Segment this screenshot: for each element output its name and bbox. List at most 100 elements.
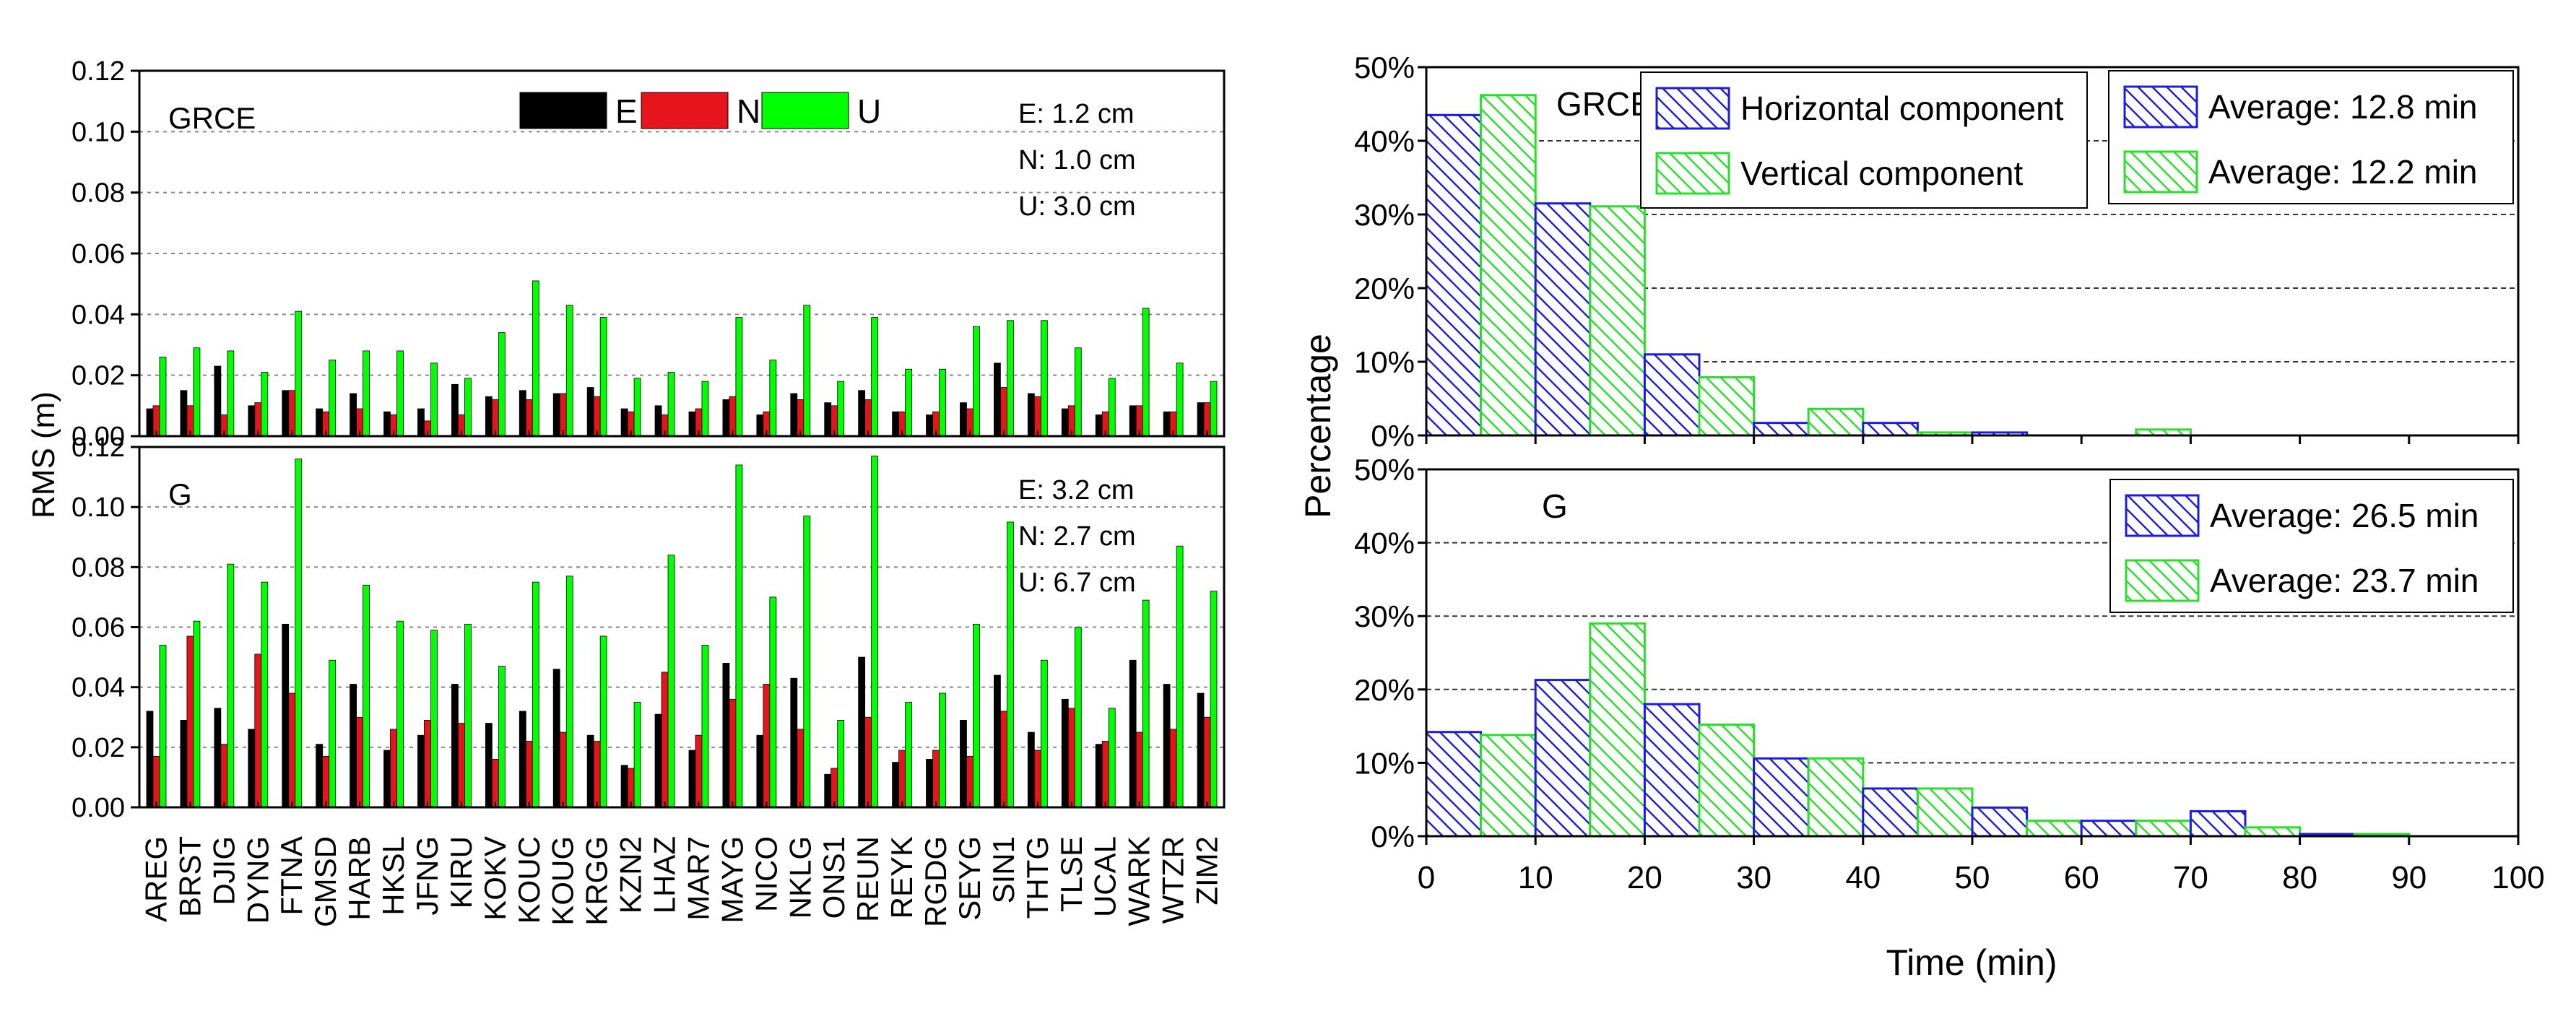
stat-label: N: 1.0 cm (1018, 145, 1136, 175)
x-tick-label-NICO: NICO (749, 836, 783, 912)
bar-N-REYK (898, 750, 906, 808)
bar-E-SEYG (960, 402, 967, 437)
legend-swatch-E (519, 92, 607, 129)
bar-U-DYNG (261, 581, 269, 808)
y-tick-label: 20% (1354, 272, 1415, 305)
bar-U-UCAL (1108, 708, 1116, 808)
bar-U-KOUG (565, 305, 573, 437)
x-tick-label: 80 (2282, 860, 2317, 895)
bar-E-SIN1 (994, 362, 1001, 437)
x-tick-label: 10 (1518, 860, 1553, 895)
bar-E-NKLG (790, 677, 798, 808)
bar-U-SIN1 (1007, 521, 1014, 808)
legend-swatch-N (641, 92, 729, 129)
bar-vertical-50 (2026, 820, 2083, 838)
bar-vertical-0 (1480, 94, 1537, 437)
bar-E-ZIM2 (1197, 692, 1205, 808)
bar-E-NICO (756, 734, 764, 808)
x-tick-label: 90 (2391, 860, 2427, 895)
bar-N-NICO (763, 684, 771, 808)
x-tick-label-BRST: BRST (173, 836, 207, 917)
bar-vertical-30 (1807, 757, 1865, 838)
bar-N-KZN2 (627, 768, 635, 808)
bar-E-KIRU (451, 383, 459, 437)
x-tick-label: 40 (1845, 860, 1881, 895)
bar-E-TLSE (1061, 408, 1069, 437)
bar-horizontal-0 (1425, 113, 1483, 437)
panel-title: GRCE (168, 101, 256, 135)
bar-E-KIRU (451, 684, 459, 808)
x-tick-label-SEYG: SEYG (953, 836, 986, 921)
bar-N-AREG (152, 755, 160, 808)
bar-U-HARB (363, 584, 370, 808)
bar-N-SIN1 (1000, 387, 1007, 437)
bar-U-KIRU (464, 378, 472, 437)
x-tick-label-ONS1: ONS1 (817, 836, 851, 919)
bar-U-WTZR (1176, 545, 1184, 808)
y-tick-label: 0.12 (71, 433, 125, 463)
bar-E-ONS1 (824, 402, 832, 437)
bar-vertical-10 (1589, 205, 1646, 437)
bar-U-ONS1 (837, 381, 845, 437)
y-tick-label: 10% (1354, 746, 1415, 780)
bar-N-TLSE (1067, 708, 1075, 808)
x-tick-label-TLSE: TLSE (1054, 836, 1088, 912)
bar-U-UCAL (1108, 378, 1116, 437)
legend-swatch-U (761, 92, 849, 129)
bar-U-NKLG (803, 516, 811, 808)
bar-U-GMSD (329, 659, 337, 808)
average-label: Average: 26.5 min (2210, 497, 2479, 534)
bar-E-ZIM2 (1197, 402, 1205, 437)
bar-E-KRGG (586, 387, 594, 437)
bar-E-REUN (858, 656, 866, 808)
x-tick-label-LHAZ: LHAZ (648, 836, 682, 913)
stat-label: E: 1.2 cm (1018, 99, 1135, 129)
bar-N-ZIM2 (1203, 716, 1211, 808)
legend-swatch (2123, 85, 2198, 129)
bar-vertical-20 (1698, 724, 1756, 838)
legend-label-U: U (857, 92, 881, 130)
bar-E-JFNG (417, 408, 425, 437)
bar-E-KOUC (519, 390, 526, 437)
bar-U-KIRU (464, 623, 472, 808)
x-tick-label: 30 (1736, 860, 1771, 895)
bar-horizontal-0 (1425, 731, 1483, 838)
bar-horizontal-10 (1534, 679, 1592, 838)
bar-E-NICO (756, 414, 764, 437)
bar-N-THTG (1033, 750, 1041, 808)
bar-N-RGDG (932, 750, 940, 808)
bar-U-WARK (1142, 308, 1150, 437)
legend-swatch-horizontal (1655, 87, 1730, 130)
bar-U-REUN (871, 456, 879, 808)
bar-horizontal-20 (1643, 353, 1701, 437)
x-tick-label-THTG: THTG (1020, 836, 1054, 919)
stat-label: N: 2.7 cm (1018, 521, 1136, 552)
bar-E-AREG (146, 711, 154, 808)
bar-U-THTG (1040, 320, 1048, 437)
x-tick-label: 0 (1418, 860, 1435, 895)
left-top-plot-frame (138, 69, 1226, 438)
bar-N-DJIG (220, 744, 228, 808)
right-x-axis-label: Time (min) (1886, 942, 2057, 983)
bar-E-HARB (350, 393, 357, 437)
panel-title: G (168, 477, 192, 511)
bar-E-WTZR (1163, 411, 1171, 437)
bar-E-TLSE (1061, 698, 1069, 808)
bar-N-KRGG (593, 396, 601, 437)
stat-label: U: 6.7 cm (1018, 568, 1136, 598)
bar-N-KOKV (491, 759, 499, 808)
x-tick-label-KRGG: KRGG (580, 836, 614, 926)
bar-E-DJIG (214, 365, 222, 437)
bar-N-HKSL (390, 729, 397, 808)
bar-U-REYK (905, 702, 912, 808)
bar-U-DJIG (227, 350, 235, 437)
bar-E-RGDG (926, 759, 933, 808)
x-tick-label-RGDG: RGDG (919, 836, 953, 927)
right-bottom-plot-frame (1425, 468, 2520, 838)
bar-U-WARK (1142, 599, 1150, 808)
x-tick-label: 20 (1627, 860, 1662, 895)
bar-U-SEYG (973, 326, 980, 437)
bar-E-SIN1 (994, 674, 1001, 808)
bar-U-MAR7 (701, 381, 709, 437)
bar-U-GMSD (329, 360, 337, 437)
